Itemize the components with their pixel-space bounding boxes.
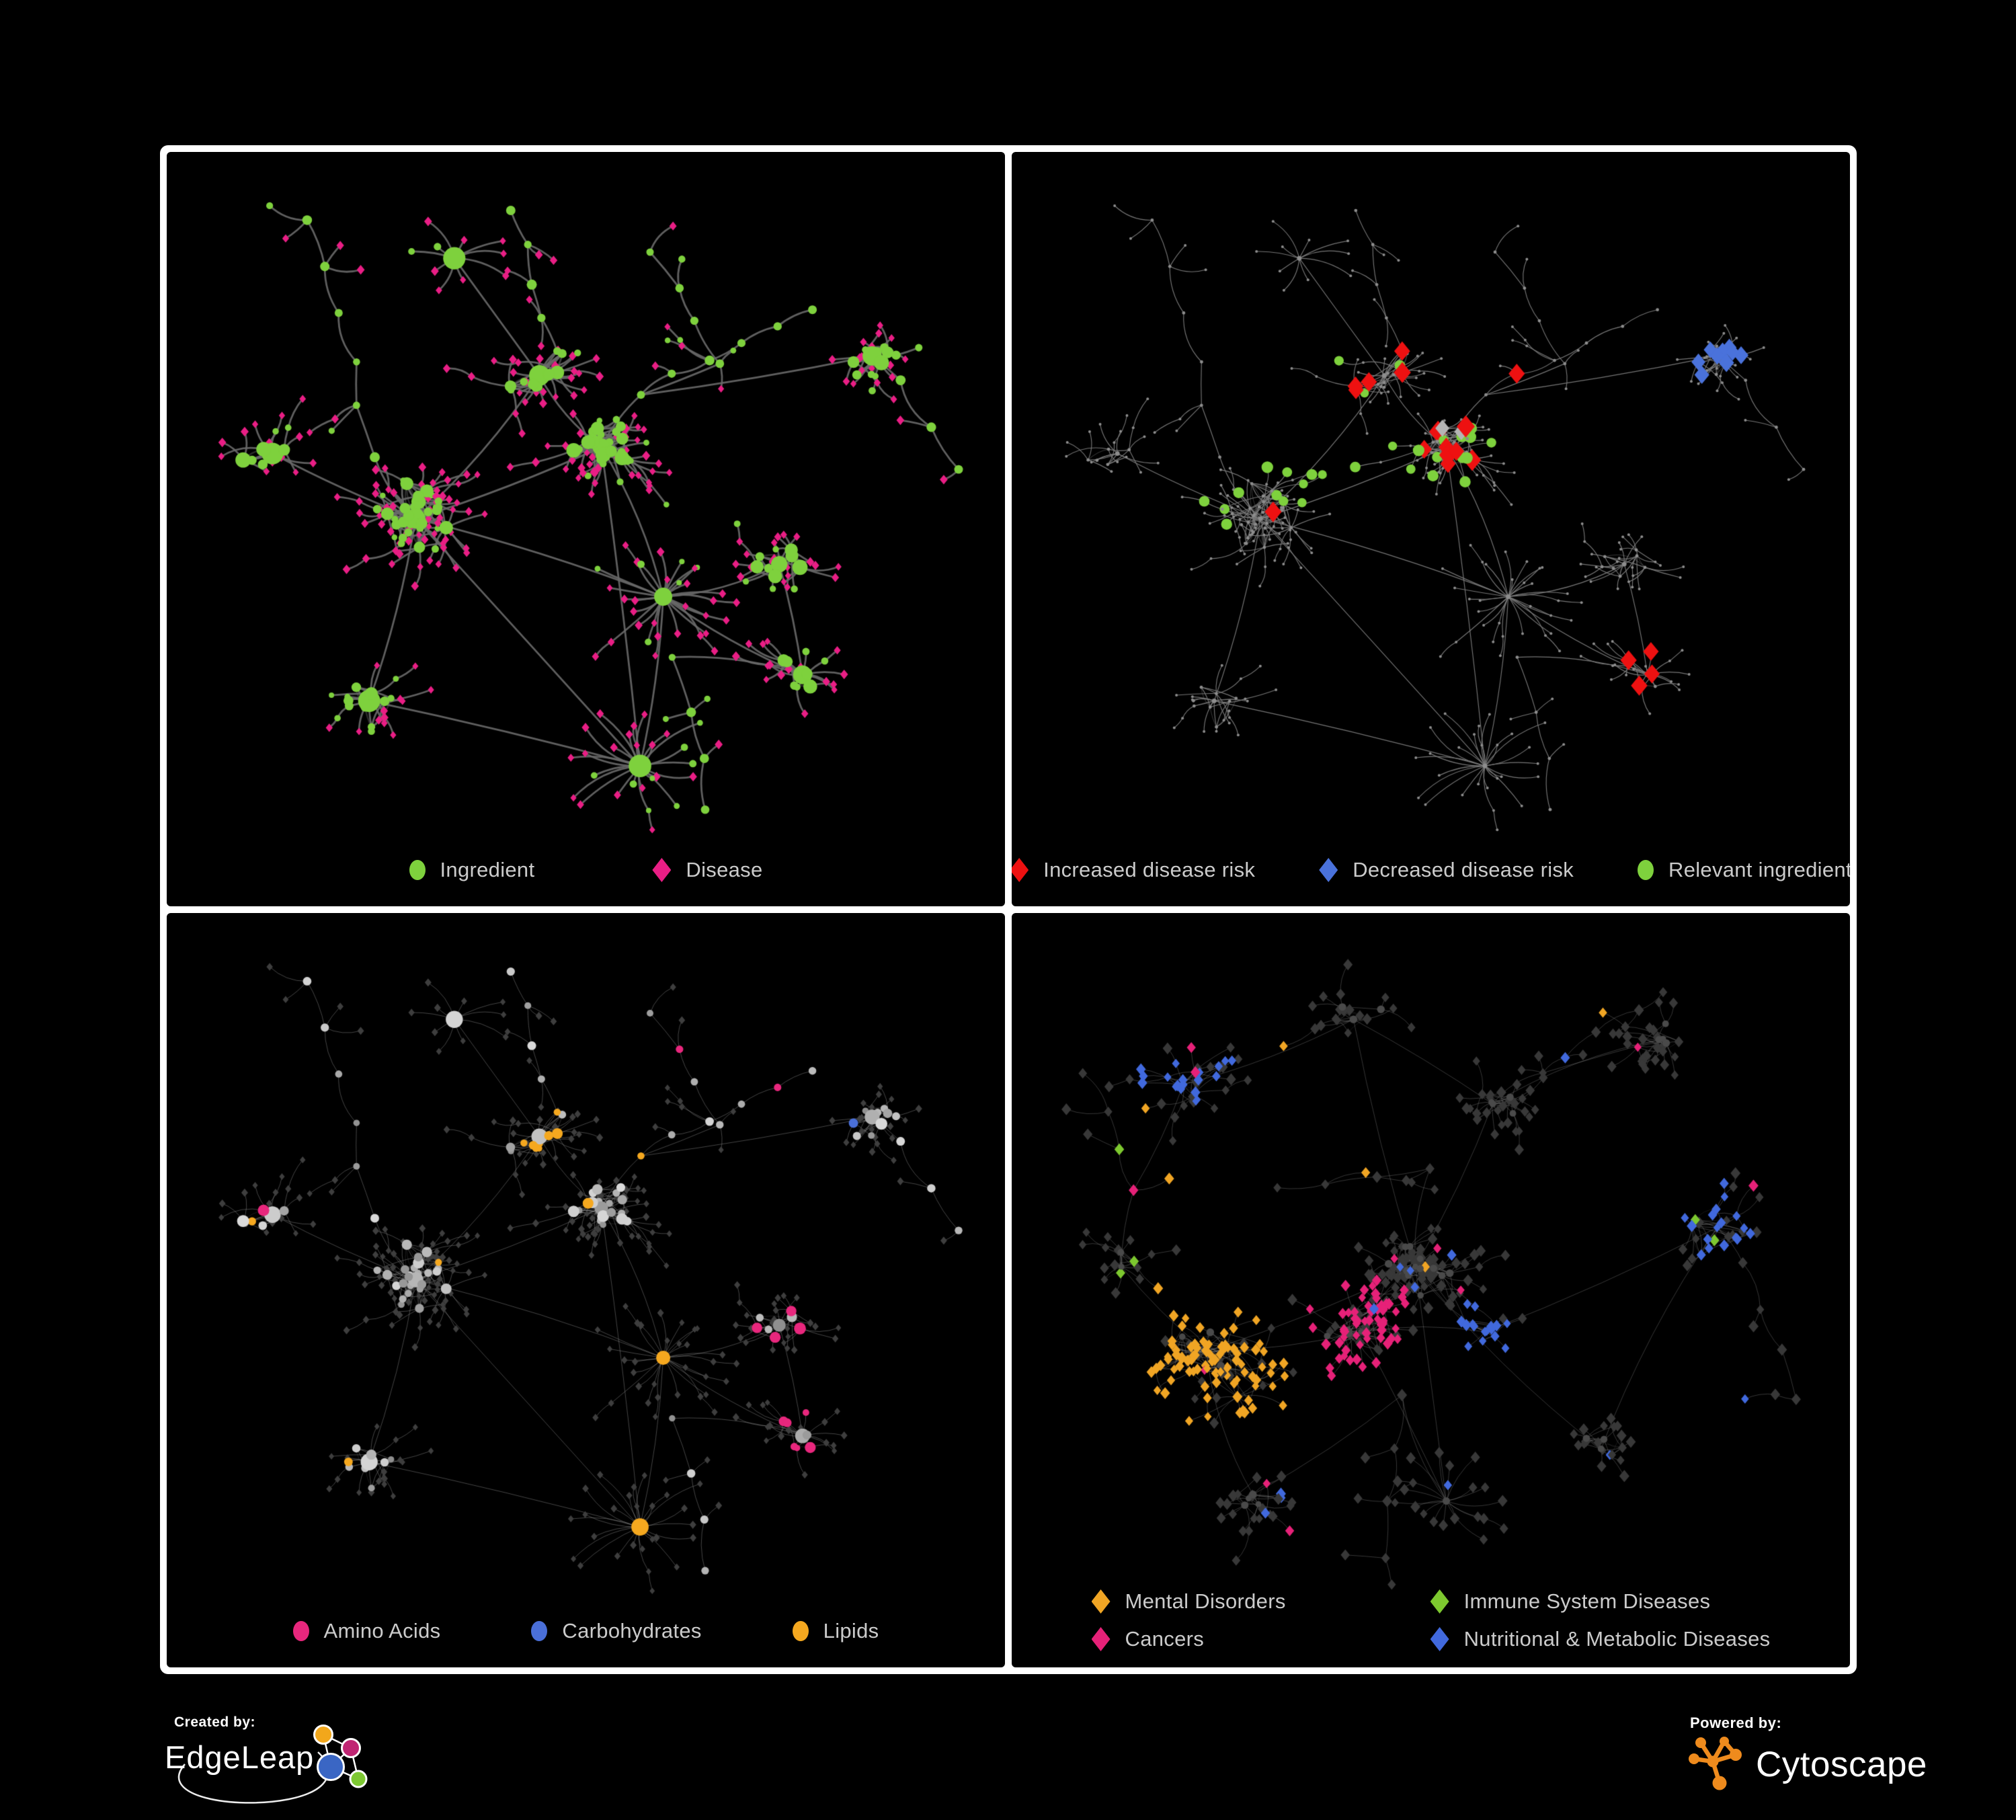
legend-row: Ingredient Disease: [409, 858, 763, 882]
edgeleap-brand: EdgeLeap: [165, 1739, 315, 1775]
legend-row: Increased disease risk Decreased disease …: [1012, 858, 1850, 882]
created-by-label: Created by:: [174, 1714, 256, 1730]
legend-item-lipids: Lipids: [792, 1619, 879, 1643]
diamond-marker: [1091, 1589, 1111, 1614]
network-canvas-ingredient-disease: [167, 152, 1005, 906]
powered-by-label: Powered by:: [1690, 1714, 1782, 1731]
cytoscape-logo-icon: [1689, 1737, 1742, 1790]
legend-label: Nutritional & Metabolic Diseases: [1463, 1627, 1771, 1651]
panel-grid: Ingredient Disease Increased disease risk…: [160, 145, 1857, 1674]
edgeleap-node-green: [349, 1770, 368, 1788]
legend-disease-risk: Increased disease risk Decreased disease …: [1012, 858, 1850, 882]
circle-marker: [1638, 860, 1654, 880]
diamond-marker: [1012, 858, 1029, 882]
legend-nutrient-classes: Amino Acids Carbohydrates Lipids: [167, 1619, 1005, 1643]
circle-marker: [409, 860, 426, 880]
legend-label: Decreased disease risk: [1353, 858, 1574, 881]
legend-row: Amino Acids Carbohydrates Lipids: [292, 1619, 879, 1643]
legend-label: Mental Disorders: [1125, 1589, 1286, 1613]
edgeleap-credit: Created by: EdgeLeap: [165, 1714, 397, 1819]
circle-marker: [792, 1621, 809, 1641]
legend-item-carbohydrates: Carbohydrates: [531, 1619, 701, 1643]
diamond-marker: [1430, 1627, 1449, 1651]
edgeleap-node-blue: [317, 1753, 345, 1781]
edgeleap-node-magenta: [341, 1738, 361, 1758]
legend-label: Ingredient: [440, 858, 535, 881]
legend-item-mental-disorders: Mental Disorders: [1091, 1589, 1286, 1614]
legend-item-decreased-disease-risk: Decreased disease risk: [1319, 858, 1574, 882]
network-canvas-nutrient-classes: [167, 913, 1005, 1667]
diamond-marker: [1091, 1627, 1111, 1651]
legend-ingredient-disease: Ingredient Disease: [167, 858, 1005, 882]
edgeleap-node-orange: [313, 1725, 333, 1745]
diamond-marker: [1430, 1589, 1449, 1614]
legend-item-immune-system-diseases: Immune System Diseases: [1430, 1589, 1771, 1614]
panel-disease-risk: Increased disease risk Decreased disease …: [1012, 152, 1850, 906]
legend-item-relevant-ingredient: Relevant ingredient: [1638, 858, 1850, 882]
diamond-marker: [652, 858, 672, 882]
legend-label: Amino Acids: [323, 1619, 441, 1643]
panel-disease-categories: Mental Disorders Immune System Diseases Ca…: [1012, 913, 1850, 1667]
panel-ingredient-disease: Ingredient Disease: [167, 152, 1005, 906]
circle-marker: [292, 1621, 309, 1641]
panel-nutrient-classes: Amino Acids Carbohydrates Lipids: [167, 913, 1005, 1667]
diamond-marker: [1319, 858, 1338, 882]
legend-disease-categories: Mental Disorders Immune System Diseases Ca…: [1012, 1589, 1850, 1651]
circle-marker: [531, 1621, 548, 1641]
legend-label: Lipids: [823, 1619, 879, 1643]
legend-item-increased-disease-risk: Increased disease risk: [1012, 858, 1255, 882]
network-canvas-disease-risk: [1012, 152, 1850, 906]
legend-label: Disease: [686, 858, 763, 881]
cytoscape-brand: Cytoscape: [1756, 1744, 1927, 1784]
edgeleap-logo-icon: [178, 1725, 368, 1804]
legend-label: Increased disease risk: [1043, 858, 1256, 881]
legend-label: Carbohydrates: [562, 1619, 702, 1643]
legend-item-ingredient: Ingredient: [409, 858, 535, 882]
cytoscape-credit: Powered by: Cytoscape: [1687, 1714, 2003, 1794]
legend-item-cancers: Cancers: [1091, 1627, 1286, 1651]
legend-item-disease: Disease: [652, 858, 762, 882]
legend-item-nutritional-metabolic-diseases: Nutritional & Metabolic Diseases: [1430, 1627, 1771, 1651]
cytoscape-icon-nodes: [1689, 1737, 1742, 1790]
legend-label: Relevant ingredient: [1668, 858, 1850, 881]
legend-label: Cancers: [1125, 1627, 1205, 1651]
network-canvas-disease-categories: [1012, 913, 1850, 1667]
legend-label: Immune System Diseases: [1463, 1589, 1711, 1613]
legend-item-amino-acids: Amino Acids: [292, 1619, 441, 1643]
